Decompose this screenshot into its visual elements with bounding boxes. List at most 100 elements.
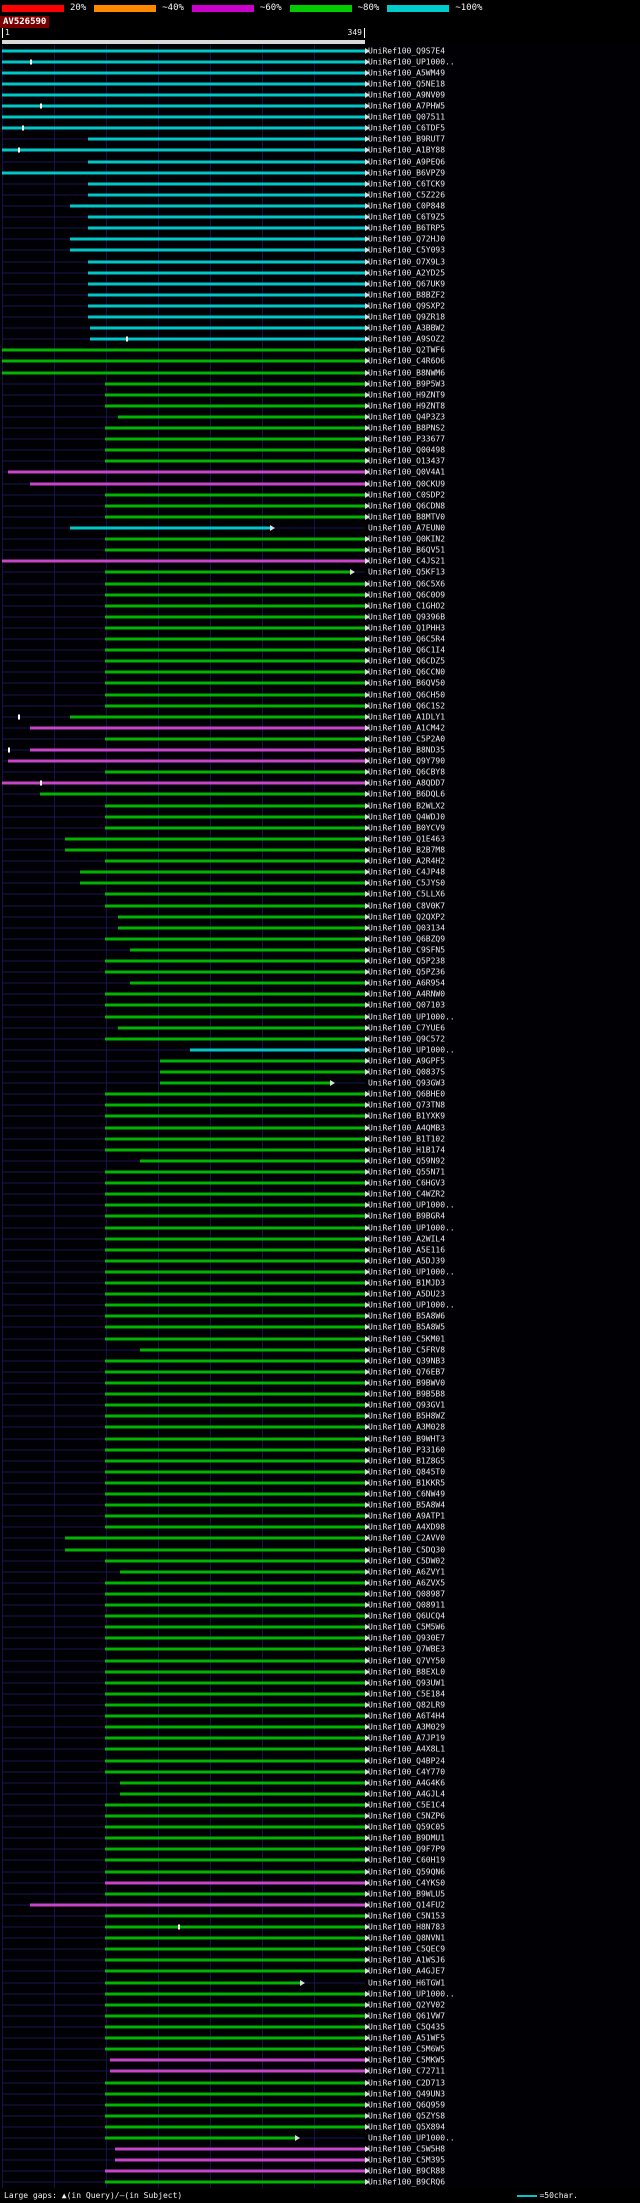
alignment-bar[interactable] [105,770,365,774]
hit-label[interactable]: UniRef100_Q93UW1 [368,1678,446,1688]
alignment-bar[interactable] [105,1359,365,1363]
hit-label[interactable]: UniRef100_P33160 [368,1445,446,1455]
alignment-bar[interactable] [80,870,365,874]
alignment-bar[interactable] [2,115,365,119]
alignment-bar[interactable] [139,1348,365,1352]
hit-label[interactable]: UniRef100_UP1000.. [368,1267,455,1277]
hit-label[interactable]: UniRef100_Q4BP24 [368,1756,446,1765]
alignment-bar[interactable] [105,615,365,619]
hit-label[interactable]: UniRef100_H9ZNT9 [368,390,446,400]
alignment-bar[interactable] [105,1203,365,1207]
alignment-bar[interactable] [105,1381,365,1385]
alignment-bar[interactable] [105,1847,365,1851]
alignment-bar[interactable] [105,1770,365,1774]
hit-label[interactable]: UniRef100_A1CM42 [368,723,446,733]
alignment-bar[interactable] [105,1314,365,1318]
alignment-bar[interactable] [105,1459,365,1463]
alignment-bar[interactable] [2,93,365,97]
hit-label[interactable]: UniRef100_Q9SXP2 [368,301,446,311]
alignment-bar[interactable] [105,681,365,685]
hit-label[interactable]: UniRef100_Q845T0 [368,1467,446,1477]
hit-label[interactable]: UniRef100_A5DJ39 [368,1256,446,1266]
hit-label[interactable]: UniRef100_Q6C5X6 [368,579,446,589]
hit-label[interactable]: UniRef100_C4JS21 [368,556,446,566]
hit-label[interactable]: UniRef100_Q5NE18 [368,79,446,89]
hit-label[interactable]: UniRef100_Q5X894 [368,2122,446,2132]
alignment-bar[interactable] [105,1137,365,1141]
hit-label[interactable]: UniRef100_Q7WBE3 [368,1644,446,1654]
hit-label[interactable]: UniRef100_B5A8W4 [368,1500,446,1510]
hit-label[interactable]: UniRef100_P33677 [368,434,446,444]
alignment-bar[interactable] [105,659,365,663]
hit-label[interactable]: UniRef100_B6QV50 [368,678,446,688]
alignment-bar[interactable] [105,1992,365,1996]
alignment-bar[interactable] [105,1659,365,1663]
alignment-bar[interactable] [2,60,365,64]
alignment-bar[interactable] [87,193,365,197]
alignment-bar[interactable] [105,1414,365,1418]
alignment-bar[interactable] [105,1614,365,1618]
alignment-bar[interactable] [105,1681,365,1685]
alignment-bar[interactable] [87,260,365,264]
hit-label[interactable]: UniRef100_Q07511 [368,112,446,122]
hit-label[interactable]: UniRef100_A8QDD7 [368,778,446,788]
alignment-bar[interactable] [105,1647,365,1651]
alignment-bar[interactable] [105,537,365,541]
hit-label[interactable]: UniRef100_C5QEC9 [368,1944,446,1954]
alignment-bar[interactable] [69,715,365,719]
alignment-bar[interactable] [105,1836,365,1840]
alignment-bar[interactable] [105,1337,365,1341]
alignment-bar[interactable] [87,160,365,164]
alignment-bar[interactable] [105,493,365,497]
alignment-bar[interactable] [105,1736,365,1740]
alignment-bar[interactable] [2,82,365,86]
hit-label[interactable]: UniRef100_B9WLU5 [368,1889,446,1899]
hit-label[interactable]: UniRef100_Q03134 [368,923,446,933]
hit-label[interactable]: UniRef100_Q0837S [368,1067,446,1077]
hit-label[interactable]: UniRef100_C2AVV0 [368,1533,446,1543]
alignment-bar[interactable] [105,1103,365,1107]
hit-label[interactable]: UniRef100_C6TDF5 [368,123,446,133]
alignment-bar[interactable] [105,1259,365,1263]
alignment-bar[interactable] [87,226,365,230]
hit-label[interactable]: UniRef100_B8NWM6 [368,368,446,378]
alignment-bar[interactable] [30,726,365,730]
hit-label[interactable]: UniRef100_Q9F7P9 [368,1844,446,1854]
hit-label[interactable]: UniRef100_B6DQL6 [368,789,446,799]
hit-label[interactable]: UniRef100_C4R6O6 [368,356,446,366]
hit-label[interactable]: UniRef100_UP1000.. [368,1300,455,1310]
alignment-bar[interactable] [105,1936,365,1940]
alignment-bar[interactable] [39,792,365,796]
alignment-bar[interactable] [87,137,365,141]
alignment-bar[interactable] [105,1958,365,1962]
alignment-bar[interactable] [30,482,365,486]
alignment-bar[interactable] [105,604,365,608]
hit-label[interactable]: UniRef100_C8V0K7 [368,901,446,911]
alignment-bar[interactable] [105,426,365,430]
alignment-bar[interactable] [105,1925,365,1929]
hit-label[interactable]: UniRef100_UP1000.. [368,1045,455,1055]
alignment-bar[interactable] [105,1670,365,1674]
hit-label[interactable]: UniRef100_A5DU23 [368,1289,446,1299]
alignment-bar[interactable] [105,904,365,908]
hit-label[interactable]: UniRef100_H6TGW1 [368,1978,446,1988]
alignment-bar[interactable] [105,1514,365,1518]
hit-label[interactable]: UniRef100_A4G4K6 [368,1778,446,1788]
hit-label[interactable]: UniRef100_C5DW02 [368,1556,446,1566]
hit-label[interactable]: UniRef100_B2B7M8 [368,845,446,855]
hit-label[interactable]: UniRef100_C4YKS0 [368,1878,446,1888]
hit-label[interactable]: UniRef100_C5W5H8 [368,2144,446,2154]
hit-label[interactable]: UniRef100_H1B174 [368,1145,446,1155]
alignment-bar[interactable] [159,1059,365,1063]
hit-label[interactable]: UniRef100_B2WLX2 [368,801,446,811]
hit-label[interactable]: UniRef100_C9SFN5 [368,945,446,955]
hit-label[interactable]: UniRef100_B9RUT7 [368,134,446,144]
hit-label[interactable]: UniRef100_C5DQ30 [368,1545,446,1555]
hit-label[interactable]: UniRef100_A1WSJ6 [368,1955,446,1965]
alignment-bar[interactable] [89,326,365,330]
alignment-bar[interactable] [105,1592,365,1596]
hit-label[interactable]: UniRef100_C5JYS0 [368,878,446,888]
alignment-bar[interactable] [105,1126,365,1130]
hit-label[interactable]: UniRef100_C5M5W6 [368,1622,446,1632]
hit-label[interactable]: UniRef100_A7JP19 [368,1733,446,1743]
